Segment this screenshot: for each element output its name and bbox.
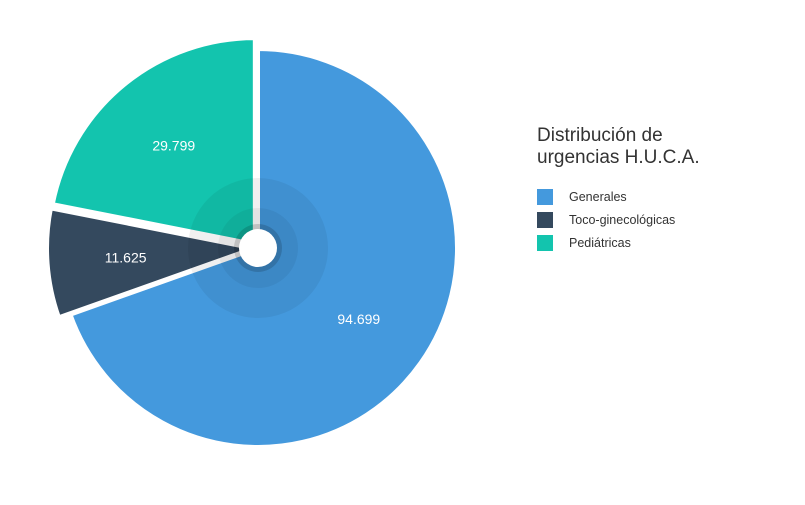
slice-value-label: 94.699 [337, 311, 380, 327]
legend-item-generales[interactable]: Generales [537, 185, 757, 208]
legend-item-toco[interactable]: Toco-ginecológicas [537, 208, 757, 231]
swatch-generales [537, 188, 553, 205]
swatch-toco [537, 211, 553, 228]
legend-title: Distribución de urgencias H.U.C.A. [537, 125, 757, 169]
slice-value-label: 11.625 [105, 250, 147, 266]
legend-title-line-2: urgencias H.U.C.A. [537, 147, 700, 168]
legend-label: Generales [569, 189, 627, 204]
center-hole [239, 229, 277, 267]
legend-label: Pediátricas [569, 235, 631, 250]
legend-title-line-1: Distribución de [537, 125, 663, 146]
legend-label: Toco-ginecológicas [569, 212, 676, 227]
pie-slice-2[interactable] [50, 36, 257, 247]
slice-value-label: 29.799 [152, 137, 195, 153]
pie-slice-1[interactable] [45, 206, 256, 320]
legend-item-pediatricas[interactable]: Pediátricas [537, 231, 757, 254]
swatch-pediatricas [537, 234, 553, 251]
legend: Distribución de urgencias H.U.C.A. Gener… [537, 125, 757, 254]
